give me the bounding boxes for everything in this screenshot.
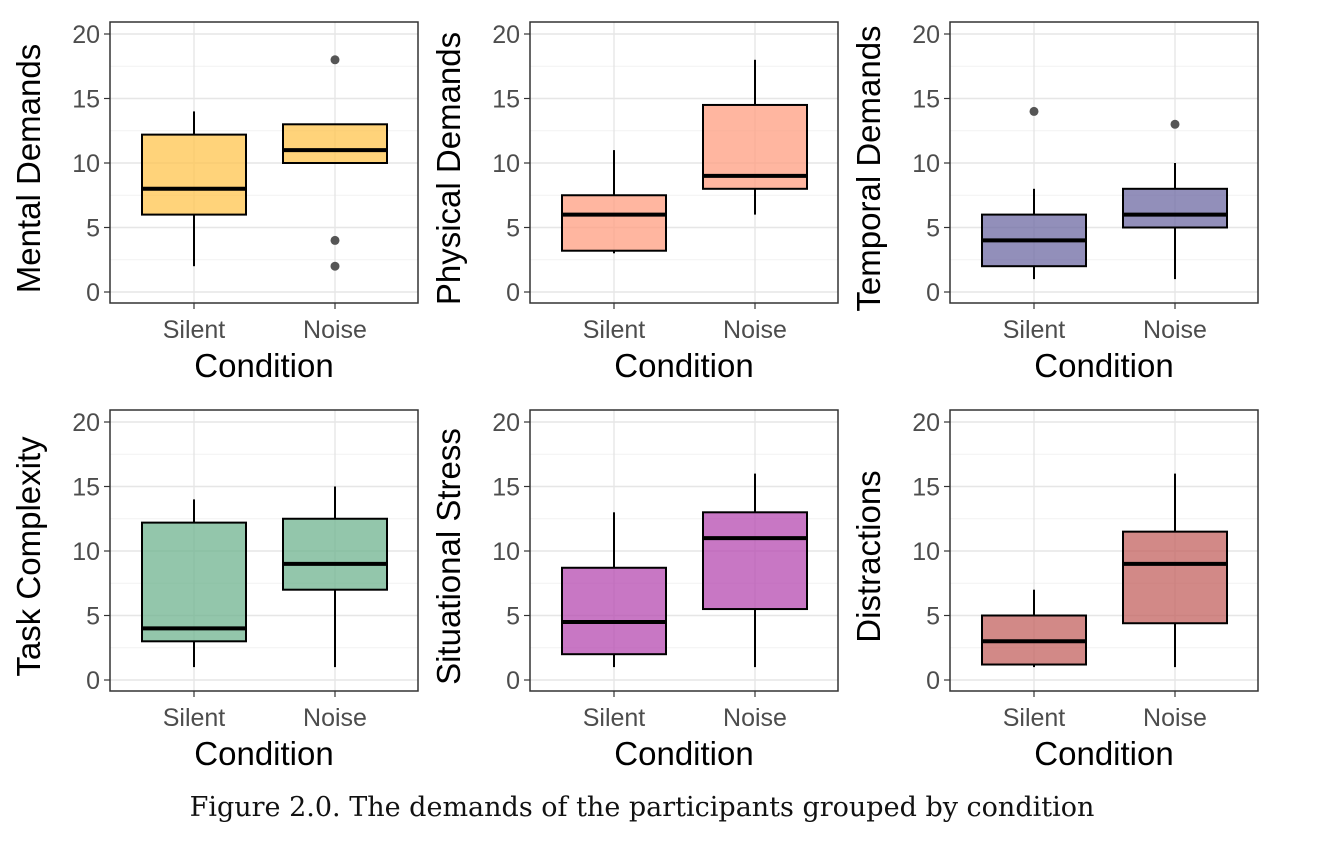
x-tick-label: Silent [163,704,226,732]
y-tick-label: 10 [912,538,940,566]
y-tick-label: 0 [926,667,940,695]
box-body [282,517,388,591]
y-tick-label: 15 [492,86,520,114]
box-silent [561,150,667,254]
y-tick-label: 20 [72,409,100,437]
x-tick-label: Noise [303,316,367,344]
x-tick-label: Noise [1143,316,1207,344]
box-body [561,194,667,252]
outlier-point [330,235,340,245]
x-axis-title: Condition [614,347,753,384]
y-tick-label: 0 [86,279,100,307]
y-axis-title: Physical Demands [430,32,467,305]
panel-border [949,409,1259,692]
y-tick-label: 20 [492,21,520,49]
box-noise [1122,119,1228,280]
panel-3: 0 5 10 15 20 Silent Noise Condition Temporal Dem… [850,21,1259,384]
x-axis-title: Condition [614,735,753,772]
outlier-point [1029,106,1039,116]
box-body [1122,530,1228,625]
y-tick-label: 15 [72,474,100,502]
box-silent [141,499,247,668]
box-noise [702,59,808,215]
y-tick-label: 0 [926,279,940,307]
y-tick-label: 20 [492,409,520,437]
y-tick-label: 20 [72,21,100,49]
x-tick-label: Noise [723,704,787,732]
x-axis-title: Condition [1034,735,1173,772]
y-tick-label: 5 [926,215,940,243]
outlier-point [330,261,340,271]
panel-1: 0 5 10 15 20 Silent Noise Condition Mental Deman… [10,21,419,384]
panel-border [949,21,1259,304]
y-tick-label: 10 [72,150,100,178]
panel-6: 0 5 10 15 20 Silent Noise Condition Distractions [850,409,1259,772]
box-body [141,521,247,643]
y-tick-label: 20 [912,409,940,437]
y-axis-title: Distractions [850,470,887,642]
y-axis-title: Task Complexity [10,436,47,677]
box-noise [282,55,388,271]
y-tick-label: 5 [506,603,520,631]
x-tick-label: Silent [583,316,646,344]
y-tick-label: 15 [912,474,940,502]
x-tick-label: Silent [1003,704,1066,732]
x-axis-title: Condition [194,735,333,772]
y-tick-label: 10 [72,538,100,566]
box-noise [702,473,808,668]
box-silent [981,106,1087,280]
panel-2: 0 5 10 15 20 Silent Noise Condition Physical Dem… [430,21,839,384]
y-axis-title: Situational Stress [430,428,467,685]
panel-4: 0 5 10 15 20 Silent Noise Condition Task Complex… [10,409,419,772]
x-tick-label: Noise [723,316,787,344]
x-tick-label: Silent [1003,316,1066,344]
y-tick-label: 0 [506,279,520,307]
y-tick-label: 10 [912,150,940,178]
y-tick-label: 5 [506,215,520,243]
x-tick-label: Noise [303,704,367,732]
x-tick-label: Silent [163,316,226,344]
y-tick-label: 0 [86,667,100,695]
x-axis-title: Condition [1034,347,1173,384]
y-tick-label: 5 [86,603,100,631]
y-tick-label: 10 [492,538,520,566]
panel-border [109,21,419,304]
panel-border [529,21,839,304]
box-silent [141,111,247,267]
panel-5: 0 5 10 15 20 Silent Noise Condition Situational … [430,409,839,772]
box-body [141,133,247,216]
x-tick-label: Noise [1143,704,1207,732]
y-tick-label: 15 [492,474,520,502]
box-silent [561,512,667,668]
outlier-point [1170,119,1180,129]
y-tick-label: 5 [926,603,940,631]
y-tick-label: 20 [912,21,940,49]
box-body [702,511,808,611]
box-body [282,123,388,165]
y-axis-title: Mental Demands [10,44,47,293]
box-body [1122,187,1228,229]
y-tick-label: 5 [86,215,100,243]
y-tick-label: 10 [492,150,520,178]
y-tick-label: 0 [506,667,520,695]
x-axis-title: Condition [194,347,333,384]
box-body [561,566,667,656]
figure-caption: Figure 2.0. The demands of the participa… [189,792,1095,823]
x-tick-label: Silent [583,704,646,732]
panel-border [109,409,419,692]
outlier-point [330,55,340,65]
panel-border [529,409,839,692]
y-axis-title: Temporal Demands [850,25,887,311]
box-silent [981,589,1087,668]
y-tick-label: 15 [72,86,100,114]
box-noise [282,486,388,668]
y-tick-label: 15 [912,86,940,114]
box-noise [1122,473,1228,668]
